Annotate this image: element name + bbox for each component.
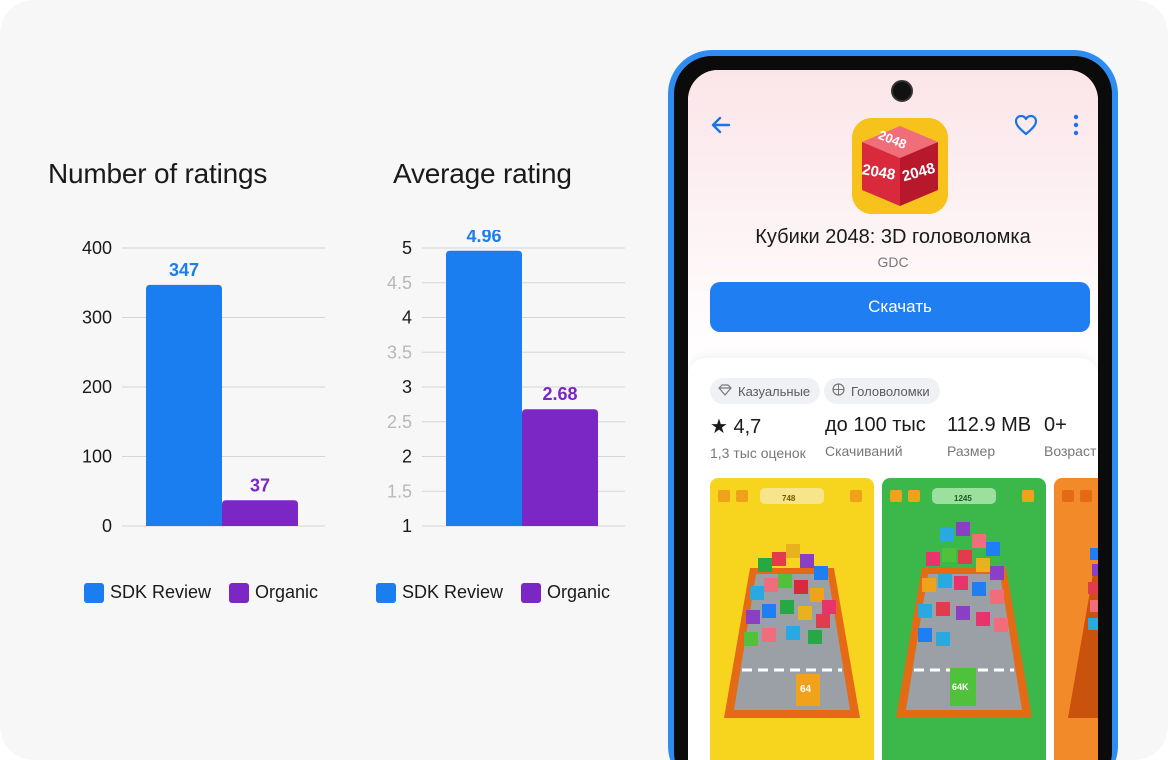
- bar-sdk-review: [146, 284, 222, 526]
- install-button[interactable]: Скачать: [710, 282, 1090, 332]
- stat-age: 0+ Возраст: [1044, 414, 1096, 459]
- stat-value: ★ 4,7: [710, 416, 762, 438]
- phone-screen: 2048 2048 2048 Кубики 2048: 3D головолом…: [688, 70, 1098, 760]
- legend-label-sdk: SDK Review: [110, 582, 212, 602]
- screenshot-cube-label: 64K: [952, 682, 969, 692]
- developer-name[interactable]: GDC: [877, 254, 909, 270]
- stat-downloads: до 100 тыс Скачиваний: [825, 414, 926, 459]
- legend-item-sdk: SDK Review: [84, 582, 211, 603]
- app-icon: 2048 2048 2048: [852, 118, 948, 214]
- chip-label: Казуальные: [738, 383, 811, 399]
- bar-organic: [522, 409, 598, 526]
- chart-ratings-count: 0 100 200 300 400 347 37: [82, 238, 325, 536]
- legend-ratings-count: SDK Review Organic: [84, 582, 336, 603]
- y-tick-label: 4: [402, 308, 412, 328]
- screenshot-2[interactable]: 1245 64K: [882, 478, 1046, 760]
- y-tick-label: 2: [402, 447, 412, 467]
- stat-label: Размер: [947, 443, 996, 459]
- legend-item-organic: Organic: [229, 582, 318, 603]
- stat-value: до 100 тыс: [825, 414, 926, 436]
- data-label: 2.68: [542, 384, 577, 404]
- app-details-card: Казуальные Головоломки ★ 4,7 1,3 тыс оце…: [688, 358, 1098, 760]
- screenshot-1[interactable]: 748 64: [710, 478, 874, 760]
- stat-label: Скачиваний: [825, 443, 903, 459]
- puzzle-icon: [832, 383, 845, 399]
- legend-swatch-sdk: [376, 582, 396, 603]
- y-tick-label: 3: [402, 377, 412, 397]
- heart-icon[interactable]: [1014, 114, 1038, 141]
- stat-value: 0+: [1044, 414, 1067, 436]
- bar-sdk-review: [446, 250, 522, 526]
- legend-swatch-organic: [521, 582, 542, 603]
- stat-label: 1,3 тыс оценок: [710, 445, 806, 461]
- bar-organic: [222, 500, 298, 526]
- category-chip-casual[interactable]: Казуальные: [710, 378, 821, 404]
- y-tick-label: 1: [402, 516, 412, 536]
- chart-title-ratings-count: Number of ratings: [48, 158, 268, 189]
- y-tick-label: 4.5: [387, 273, 412, 293]
- y-tick-label: 5: [402, 238, 412, 258]
- stat-rating: ★ 4,7 1,3 тыс оценок: [710, 414, 806, 461]
- app-header: 2048 2048 2048 Кубики 2048: 3D головолом…: [688, 70, 1098, 360]
- legend-label-organic: Organic: [547, 582, 611, 602]
- y-tick-label: 400: [82, 238, 112, 258]
- stat-value: 112.9 MB: [947, 414, 1032, 436]
- legend-label-sdk: SDK Review: [402, 582, 504, 602]
- category-chip-puzzle[interactable]: Головоломки: [824, 378, 940, 404]
- chip-label: Головоломки: [851, 383, 930, 399]
- legend-average-rating: SDK Review Organic: [376, 582, 628, 603]
- y-tick-label: 1.5: [387, 481, 412, 501]
- screenshot-cube-label: 64: [800, 684, 812, 695]
- y-tick-label: 300: [82, 308, 112, 328]
- y-tick-label: 200: [82, 377, 112, 397]
- chart-average-rating: 1 1.5 2 2.5 3 3.5 4 4.5 5 4.96 2.68: [387, 230, 625, 536]
- legend-swatch-organic: [229, 582, 250, 603]
- app-name: Кубики 2048: 3D головоломка: [755, 226, 1031, 248]
- front-camera: [891, 80, 913, 102]
- screenshot-score: 1245: [954, 494, 972, 503]
- phone-mockup: 2048 2048 2048 Кубики 2048: 3D головолом…: [668, 50, 1118, 760]
- data-label: 347: [169, 260, 199, 280]
- y-tick-label: 2.5: [387, 412, 412, 432]
- data-label: 4.96: [466, 230, 501, 246]
- legend-label-organic: Organic: [255, 582, 319, 602]
- screenshot-score: 748: [782, 494, 796, 503]
- y-tick-label: 0: [102, 516, 112, 536]
- legend-item-organic: Organic: [521, 582, 610, 603]
- y-tick-label: 3.5: [387, 342, 412, 362]
- y-tick-label: 100: [82, 447, 112, 467]
- phone-bezel: 2048 2048 2048 Кубики 2048: 3D головолом…: [674, 56, 1112, 760]
- diamond-icon: [718, 383, 732, 399]
- more-vert-icon[interactable]: [1072, 114, 1080, 141]
- data-label: 37: [250, 475, 270, 495]
- arrow-left-icon[interactable]: [710, 114, 732, 141]
- stat-size: 112.9 MB Размер: [947, 414, 1031, 459]
- legend-item-sdk: SDK Review: [376, 582, 503, 603]
- screenshot-3[interactable]: [1054, 478, 1098, 760]
- stat-label: Возраст: [1044, 443, 1097, 459]
- chart-title-average-rating: Average rating: [393, 158, 572, 189]
- legend-swatch-sdk: [84, 582, 104, 603]
